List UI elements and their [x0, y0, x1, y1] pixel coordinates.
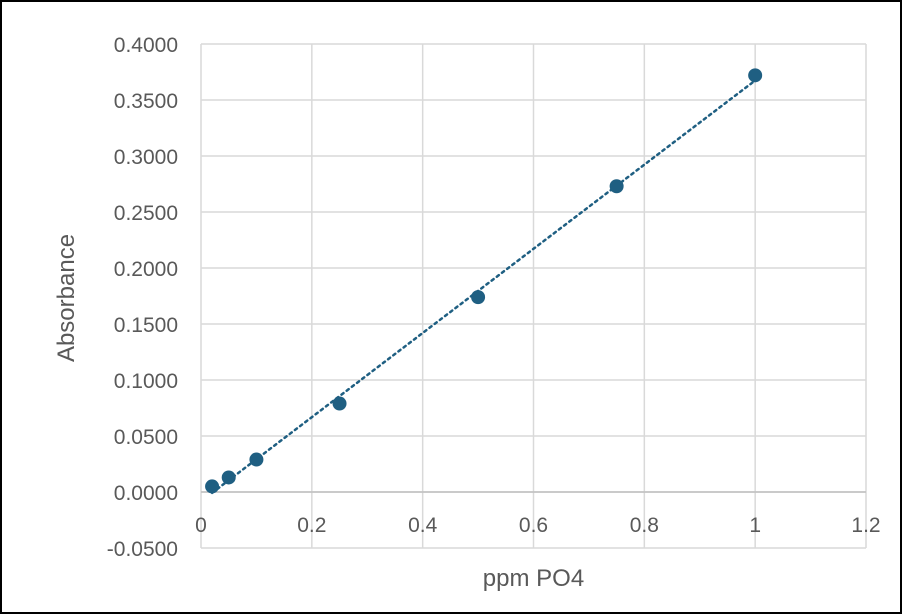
- gridlines: [200, 43, 867, 549]
- x-tick-label: 1: [749, 514, 761, 537]
- y-tick-label: 0.1500: [114, 314, 178, 337]
- y-tick-label: 0.4000: [114, 34, 178, 57]
- data-point: [471, 290, 486, 305]
- y-tick-label: 0.1000: [114, 370, 178, 393]
- x-tick-label: 0.6: [519, 514, 548, 537]
- x-tick-label: 0.4: [408, 514, 438, 537]
- x-tick-label: 0: [195, 514, 207, 537]
- y-tick-label: 0.0500: [114, 426, 178, 449]
- x-tick-label: 1.2: [851, 514, 880, 537]
- data-point: [249, 452, 264, 467]
- tick-labels: -0.0500 0.0000 0.0500 0.1000 0.1500 0.2000 0.2…: [107, 34, 881, 561]
- y-tick-label: 0.3500: [114, 90, 178, 113]
- y-tick-label: 0.2000: [114, 258, 178, 281]
- x-tick-label: 0.2: [297, 514, 326, 537]
- data-point: [609, 179, 624, 194]
- data-points: [205, 68, 763, 494]
- y-axis-title: Absorbance: [53, 234, 80, 362]
- y-tick-label: 0.2500: [114, 202, 178, 225]
- x-tick-label: 0.8: [630, 514, 659, 537]
- y-tick-label: 0.3000: [114, 146, 178, 169]
- data-point: [748, 68, 763, 83]
- data-point: [332, 396, 347, 411]
- y-tick-label: -0.0500: [107, 538, 178, 561]
- trendline: [210, 79, 757, 495]
- data-point: [205, 479, 220, 494]
- data-point: [221, 470, 236, 485]
- linear-trendline: [210, 79, 757, 495]
- x-axis-title: ppm PO4: [483, 565, 584, 592]
- y-tick-label: 0.0000: [114, 482, 178, 505]
